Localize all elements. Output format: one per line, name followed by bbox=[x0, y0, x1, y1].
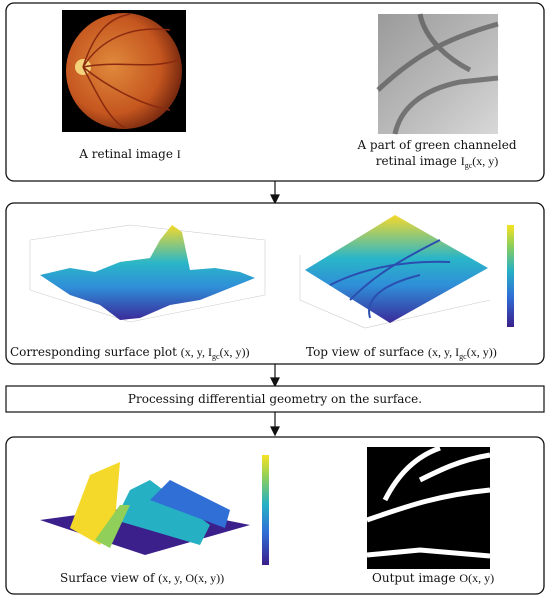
caption-part: Output image bbox=[372, 571, 456, 585]
caption-part: retinal image bbox=[376, 154, 457, 168]
caption-part: (x, y) bbox=[472, 154, 498, 168]
caption-part: gc bbox=[212, 352, 220, 361]
caption-part: gc bbox=[465, 161, 473, 170]
caption-part: I bbox=[177, 147, 181, 161]
caption-part: (x, y, I bbox=[181, 345, 212, 359]
output-image bbox=[366, 445, 491, 569]
caption: retinal image Igc(x, y) bbox=[376, 154, 499, 170]
caption-part: Surface view of bbox=[60, 571, 156, 585]
retina-image bbox=[62, 10, 186, 132]
caption: A retinal image I bbox=[78, 147, 181, 161]
caption-part: I bbox=[461, 154, 465, 168]
caption-part: (x, y)) bbox=[220, 345, 250, 359]
arrow bbox=[270, 181, 280, 205]
caption-part: O(x, y) bbox=[459, 571, 494, 585]
step-text: Processing differential geometry on the … bbox=[128, 392, 422, 406]
caption: Corresponding surface plot (x, y, Igc(x,… bbox=[10, 345, 250, 361]
caption: Top view of surface (x, y, Igc(x, y)) bbox=[306, 345, 497, 361]
surface-top-view bbox=[299, 215, 514, 329]
arrow bbox=[270, 412, 280, 437]
surface-plot bbox=[29, 224, 266, 323]
caption-part: (x, y, O(x, y)) bbox=[158, 571, 224, 585]
caption: Output image O(x, y) bbox=[372, 571, 494, 585]
caption-part: (x, y)) bbox=[467, 345, 497, 359]
caption: A part of green channeled bbox=[356, 138, 516, 152]
green-channel-patch bbox=[376, 13, 499, 135]
caption-part: Top view of surface bbox=[306, 345, 424, 359]
caption: Surface view of (x, y, O(x, y)) bbox=[60, 571, 224, 585]
arrow bbox=[270, 364, 280, 388]
surface-view bbox=[40, 455, 269, 565]
caption-part: A retinal image bbox=[78, 147, 173, 161]
step-box bbox=[5, 385, 545, 413]
caption-part: (x, y, I bbox=[428, 345, 459, 359]
caption-part: Corresponding surface plot bbox=[10, 345, 177, 359]
caption-part: gc bbox=[459, 352, 467, 361]
